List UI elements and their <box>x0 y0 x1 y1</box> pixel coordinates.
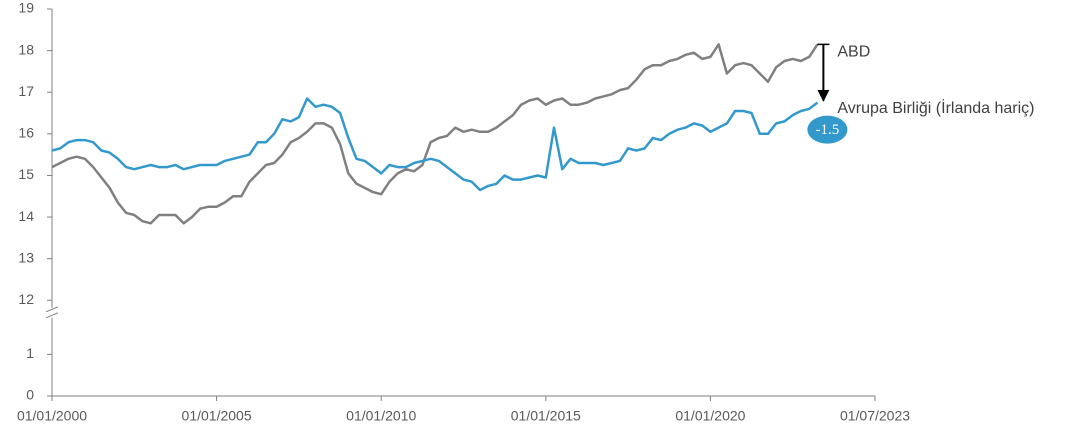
y-tick-label: 12 <box>18 291 34 307</box>
y-tick-label: 15 <box>18 166 34 182</box>
y-tick-label: 13 <box>18 249 34 265</box>
axis-break <box>45 306 59 313</box>
x-tick-label: 01/01/2005 <box>182 408 252 424</box>
axis-break-gap <box>46 307 58 318</box>
series-label: ABD <box>837 44 870 61</box>
difference-label: -1.5 <box>816 122 840 138</box>
x-tick-label: 01/01/2000 <box>17 408 87 424</box>
x-tick-label: 01/07/2023 <box>840 408 910 424</box>
series-line <box>51 97 819 192</box>
difference-bubble <box>807 115 848 144</box>
x-tick-label: 01/01/2020 <box>675 408 745 424</box>
y-tick-label: 16 <box>18 125 34 141</box>
x-tick-label: 01/01/2010 <box>346 408 416 424</box>
axis-break <box>45 312 59 319</box>
x-tick-label: 01/01/2015 <box>511 408 581 424</box>
y-tick-label: 0 <box>26 387 34 403</box>
series-line <box>51 43 819 225</box>
y-tick-label: 1 <box>26 345 34 361</box>
series-label: Avrupa Birliği (İrlanda hariç) <box>837 98 1034 117</box>
y-tick-label: 19 <box>18 0 34 16</box>
y-tick-label: 17 <box>18 83 34 99</box>
y-tick-label: 18 <box>18 41 34 57</box>
y-tick-label: 14 <box>18 208 34 224</box>
